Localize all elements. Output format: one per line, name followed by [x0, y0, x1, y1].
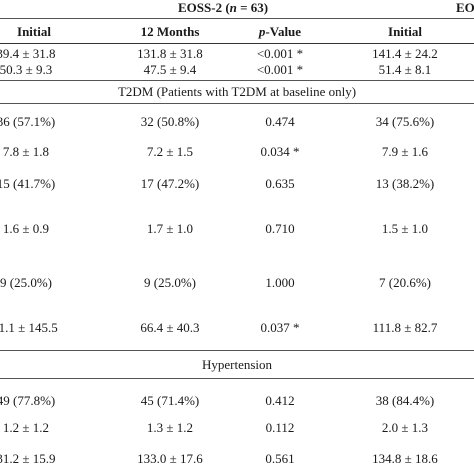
cell: 45 (71.4%): [140, 393, 200, 408]
rule-section-htn-top: [0, 350, 474, 351]
cell: -1.1 ± 145.5: [0, 320, 58, 335]
cell: 1.3 ± 1.2: [146, 420, 194, 435]
cell: 9 (25.0%): [0, 275, 52, 290]
col-header-pvalue: p-Value: [220, 24, 340, 40]
cell: 2.0 ± 1.3: [381, 420, 429, 435]
cell: 47.5 ± 9.4: [143, 62, 197, 77]
cell: 49 (77.8%): [0, 393, 56, 408]
group-header-eoss2: EOSS-2 (n = 63): [178, 0, 268, 16]
cell: 0.037 *: [260, 320, 300, 335]
cell: 7 (20.6%): [379, 275, 431, 290]
cell: 38 (84.4%): [375, 393, 435, 408]
cell: 50.3 ± 9.3: [0, 62, 53, 77]
cell: 1.000: [265, 275, 295, 290]
rule-section-t2dm-top: [0, 80, 474, 81]
section-title-hypertension: Hypertension: [201, 357, 273, 372]
cell: 133.0 ± 17.6: [137, 451, 203, 466]
cell: 0.710: [265, 221, 295, 236]
cell: 13 (38.2%): [375, 176, 435, 191]
cell: 36 (57.1%): [0, 114, 56, 129]
cell: 66.4 ± 40.3: [140, 320, 200, 335]
group-header-right: EO: [456, 0, 474, 15]
cell: 15 (41.7%): [0, 176, 56, 191]
col-header-p: p: [258, 24, 266, 39]
rule-section-t2dm-bottom: [0, 103, 474, 104]
cell: 39.4 ± 31.8: [0, 46, 56, 61]
cell: 131.8 ± 31.8: [137, 46, 203, 61]
cell: 0.474: [265, 114, 295, 129]
cell: 0.635: [265, 176, 295, 191]
col-header-initial-2: Initial: [388, 24, 422, 39]
cell: 1.2 ± 1.2: [2, 420, 50, 435]
rule-header: [0, 43, 474, 44]
group-eoss2-suffix: = 63): [236, 0, 269, 15]
cell: 17 (47.2%): [140, 176, 200, 191]
cell: 51.4 ± 8.1: [378, 62, 432, 77]
cell: <0.001 *: [256, 46, 304, 61]
cell: 0.034 *: [260, 144, 300, 159]
cell: 141.4 ± 24.2: [372, 46, 438, 61]
cell: <0.001 *: [256, 62, 304, 77]
cell: 1.6 ± 0.9: [2, 221, 50, 236]
cell: 111.8 ± 82.7: [372, 320, 438, 335]
col-header-initial: Initial: [17, 24, 51, 39]
cell: 7.9 ± 1.6: [381, 144, 429, 159]
cell: 34 (75.6%): [375, 114, 435, 129]
group-eoss2-prefix: EOSS-2 (: [178, 0, 230, 15]
cell: 32 (50.8%): [140, 114, 200, 129]
cell: 1.7 ± 1.0: [146, 221, 194, 236]
cell: 0.112: [265, 420, 295, 435]
cell: 7.8 ± 1.8: [2, 144, 50, 159]
cell: 7.2 ± 1.5: [146, 144, 194, 159]
cell: 31.2 ± 15.9: [0, 451, 56, 466]
group-eoss2-n: n: [229, 0, 237, 15]
rule-section-htn-bottom: [0, 378, 474, 379]
cell: 134.8 ± 18.6: [372, 451, 438, 466]
cell: 1.5 ± 1.0: [381, 221, 429, 236]
cell: 9 (25.0%): [144, 275, 196, 290]
section-title-t2dm: T2DM (Patients with T2DM at baseline onl…: [117, 84, 357, 99]
col-header-value: -Value: [265, 24, 302, 39]
rule-group: [0, 18, 474, 19]
col-header-12months: 12 Months: [140, 24, 200, 39]
cell: 0.412: [265, 393, 295, 408]
cell: 0.561: [265, 451, 295, 466]
